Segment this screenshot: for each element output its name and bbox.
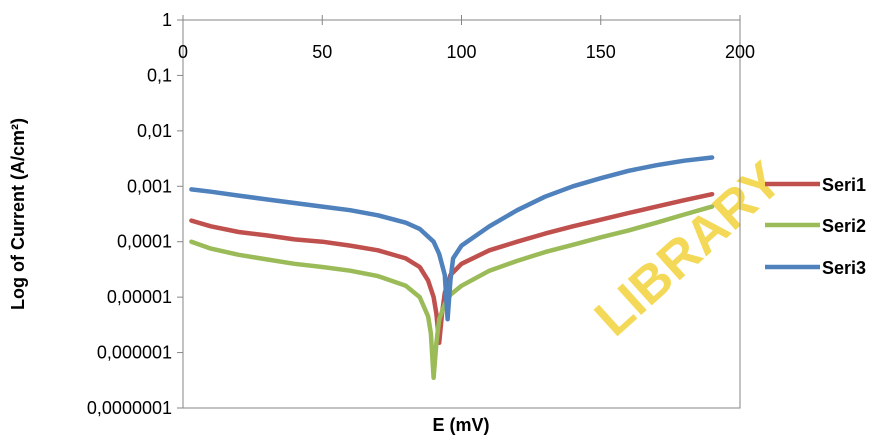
x-tick-label: 200 bbox=[725, 42, 755, 62]
series-line-seri3 bbox=[189, 155, 715, 322]
y-axis-title: Log of Current (A/cm²) bbox=[8, 118, 28, 310]
x-tick-label: 50 bbox=[312, 42, 332, 62]
y-tick-label: 0,01 bbox=[137, 121, 172, 141]
legend: Seri1 Seri2 Seri3 bbox=[765, 175, 866, 278]
y-axis-ticks: 1 0,1 0,01 0,001 0,0001 0,00001 0,000001 0,0000… bbox=[87, 10, 183, 418]
y-tick-label: 0,001 bbox=[127, 176, 172, 196]
series-line-seri2 bbox=[189, 204, 715, 381]
x-tick-label: 0 bbox=[178, 42, 188, 62]
watermark-text: LIBRARY bbox=[584, 151, 793, 347]
x-tick-label: 150 bbox=[586, 42, 616, 62]
series-line-seri1 bbox=[189, 191, 715, 346]
y-tick-label: 0,1 bbox=[147, 65, 172, 85]
legend-label-seri3: Seri3 bbox=[822, 258, 866, 278]
x-axis-ticks: 0 50 100 150 200 bbox=[178, 15, 755, 62]
x-axis-title: E (mV) bbox=[432, 415, 489, 435]
legend-label-seri2: Seri2 bbox=[822, 216, 866, 236]
plot-area-frame bbox=[182, 19, 741, 409]
x-tick-label: 100 bbox=[446, 42, 476, 62]
y-tick-label: 0,000001 bbox=[97, 343, 172, 363]
series-layer bbox=[189, 155, 715, 381]
y-tick-label: 0,0000001 bbox=[87, 398, 172, 418]
y-tick-label: 0,00001 bbox=[107, 287, 172, 307]
legend-label-seri1: Seri1 bbox=[822, 175, 866, 195]
y-tick-label: 0,0001 bbox=[117, 232, 172, 252]
watermark: LIBRARY bbox=[584, 151, 793, 347]
y-tick-label: 1 bbox=[162, 10, 172, 30]
